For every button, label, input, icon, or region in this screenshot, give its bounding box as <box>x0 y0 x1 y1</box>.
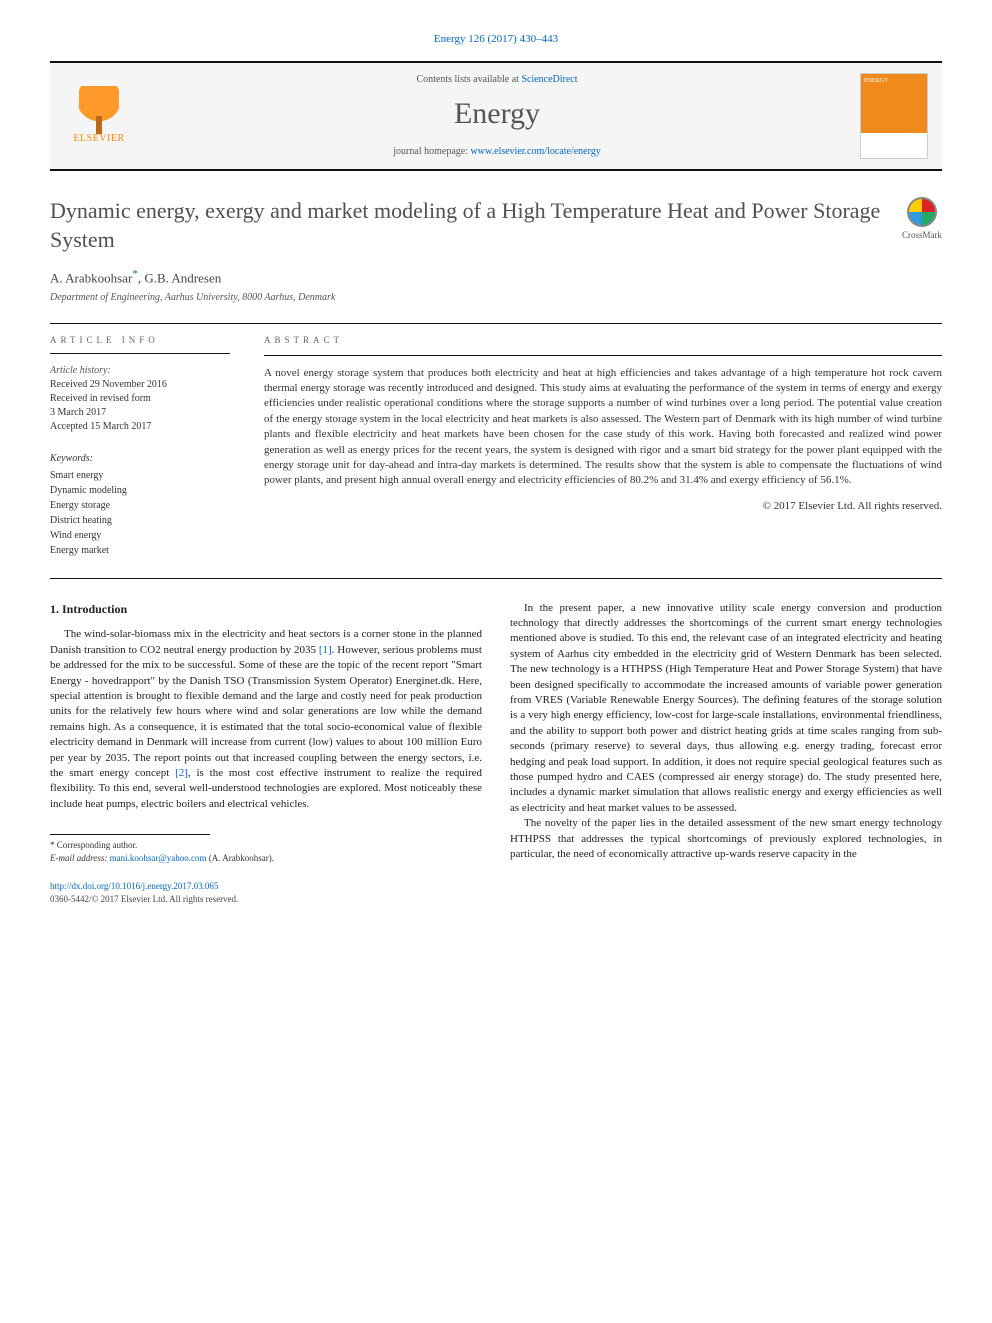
sciencedirect-link[interactable]: ScienceDirect <box>521 74 577 85</box>
journal-homepage: journal homepage: www.elsevier.com/locat… <box>148 145 846 159</box>
abstract-copyright: © 2017 Elsevier Ltd. All rights reserved… <box>264 499 942 514</box>
elsevier-tree-icon <box>79 86 119 130</box>
homepage-link[interactable]: www.elsevier.com/locate/energy <box>470 146 600 157</box>
body-paragraph: The novelty of the paper lies in the det… <box>510 816 942 862</box>
header-center: Contents lists available at ScienceDirec… <box>148 73 846 159</box>
journal-cover-thumbnail: ENERGY <box>860 73 928 159</box>
citation-line: Energy 126 (2017) 430–443 <box>50 30 942 47</box>
history-revised-date: 3 March 2017 <box>50 406 230 420</box>
article-info-heading: ARTICLE INFO <box>50 334 230 347</box>
abstract-heading: ABSTRACT <box>264 334 942 347</box>
affiliation: Department of Engineering, Aarhus Univer… <box>50 291 942 305</box>
footnote-email: E-mail address: mani.koohsar@yahoo.com (… <box>50 852 482 865</box>
body-columns: 1. Introduction The wind-solar-biomass m… <box>50 601 942 865</box>
citation-ref[interactable]: [1] <box>319 644 332 656</box>
publisher-logo: ELSEVIER <box>64 78 134 154</box>
body-paragraph: In the present paper, a new innovative u… <box>510 601 942 816</box>
article-header: Dynamic energy, exergy and market modeli… <box>50 197 942 254</box>
email-link[interactable]: mani.koohsar@yahoo.com <box>110 853 207 863</box>
keyword: Energy storage <box>50 498 230 513</box>
history-accepted: Accepted 15 March 2017 <box>50 420 230 434</box>
rule-below-meta <box>50 578 942 579</box>
keyword: Dynamic modeling <box>50 483 230 498</box>
author-2: , G.B. Andresen <box>138 270 221 285</box>
meta-row: ARTICLE INFO Article history: Received 2… <box>50 334 942 558</box>
publisher-name: ELSEVIER <box>73 132 124 146</box>
crossmark-icon <box>907 197 937 227</box>
keyword: Smart energy <box>50 468 230 483</box>
journal-header: ELSEVIER Contents lists available at Sci… <box>50 61 942 171</box>
author-1: A. Arabkoohsar <box>50 270 132 285</box>
citation-ref[interactable]: [2] <box>175 767 188 779</box>
rule-above-meta <box>50 323 942 324</box>
abstract-block: ABSTRACT A novel energy storage system t… <box>264 334 942 558</box>
history-label: Article history: <box>50 364 230 378</box>
history-received: Received 29 November 2016 <box>50 378 230 392</box>
keyword: District heating <box>50 513 230 528</box>
issn-copyright: 0360-5442/© 2017 Elsevier Ltd. All right… <box>50 894 238 904</box>
page-footer: http://dx.doi.org/10.1016/j.energy.2017.… <box>50 880 942 905</box>
keywords-heading: Keywords: <box>50 452 230 466</box>
journal-name: Energy <box>148 93 846 135</box>
history-revised-label: Received in revised form <box>50 392 230 406</box>
contents-available: Contents lists available at ScienceDirec… <box>148 73 846 87</box>
abstract-text: A novel energy storage system that produ… <box>264 366 942 489</box>
article-title: Dynamic energy, exergy and market modeli… <box>50 197 888 254</box>
section-heading-intro: 1. Introduction <box>50 601 482 618</box>
keyword: Wind energy <box>50 528 230 543</box>
footnote-corresponding: * Corresponding author. <box>50 839 482 852</box>
info-rule <box>50 353 230 354</box>
crossmark-label: CrossMark <box>902 229 942 242</box>
footnote-rule <box>50 834 210 835</box>
citation-text[interactable]: Energy 126 (2017) 430–443 <box>434 33 558 45</box>
article-info-block: ARTICLE INFO Article history: Received 2… <box>50 334 230 558</box>
keyword: Energy market <box>50 543 230 558</box>
body-paragraph: The wind-solar-biomass mix in the electr… <box>50 627 482 812</box>
crossmark-widget[interactable]: CrossMark <box>902 197 942 242</box>
author-list: A. Arabkoohsar*, G.B. Andresen <box>50 267 942 288</box>
doi-link[interactable]: http://dx.doi.org/10.1016/j.energy.2017.… <box>50 881 218 891</box>
abstract-rule <box>264 355 942 356</box>
